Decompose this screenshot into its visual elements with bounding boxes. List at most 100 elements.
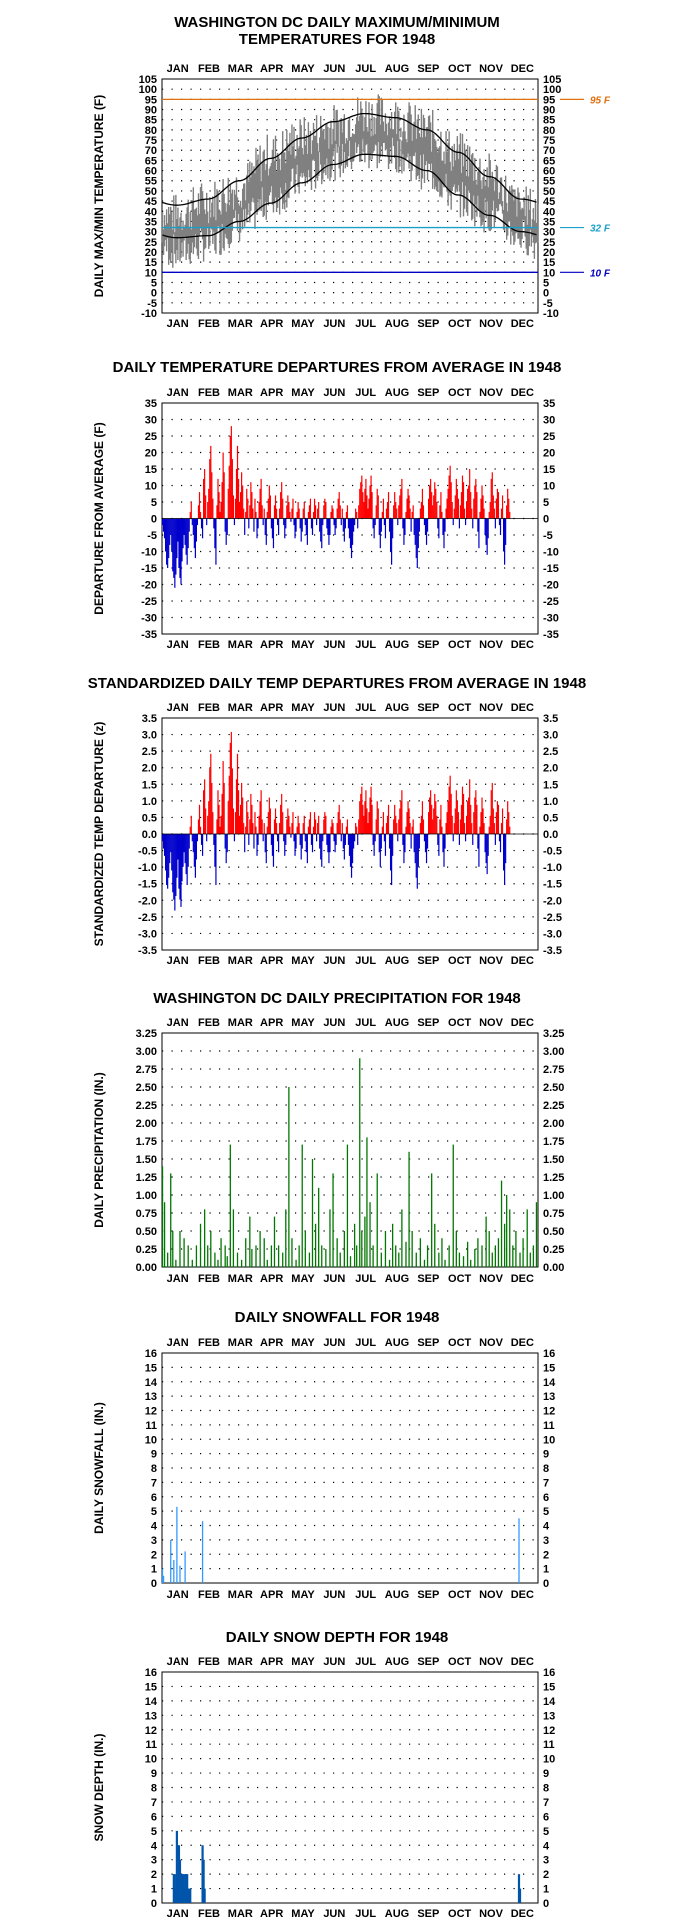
y-tick-label-right: 3.0 <box>543 730 558 742</box>
y-tick-label-left: -20 <box>141 580 157 592</box>
month-label-bottom: OCT <box>448 1908 472 1920</box>
month-label-top: MAY <box>291 702 315 714</box>
y-tick-label-left: 8 <box>151 1463 157 1475</box>
chart-title: WASHINGTON DC DAILY MAXIMUM/MINIMUM <box>174 14 500 31</box>
month-label-top: MAY <box>291 1656 315 1668</box>
chart-title: DAILY SNOW DEPTH FOR 1948 <box>226 1629 449 1646</box>
month-label-bottom: MAY <box>291 639 315 651</box>
y-tick-label-left: 6 <box>151 1811 157 1823</box>
y-tick-label-left: 95 <box>145 94 157 106</box>
y-tick-label-left: 1.5 <box>142 779 157 791</box>
y-tick-label-right: -25 <box>543 596 559 608</box>
y-tick-label-right: 1 <box>543 1884 549 1896</box>
y-tick-label-left: 5 <box>151 497 157 509</box>
y-tick-label-right: 10 <box>543 481 555 493</box>
month-label-bottom: NOV <box>479 1589 504 1601</box>
y-tick-label-right: 85 <box>543 115 555 127</box>
month-label-top: APR <box>260 63 283 75</box>
month-label-bottom: NOV <box>479 1908 504 1920</box>
month-label-top: SEP <box>417 1017 439 1029</box>
month-label-bottom: AUG <box>385 639 409 651</box>
month-label-top: AUG <box>385 1656 409 1668</box>
month-label-bottom: JUL <box>355 318 376 330</box>
month-label-top: OCT <box>448 63 472 75</box>
month-label-top: NOV <box>479 702 504 714</box>
month-label-bottom: JUL <box>355 1589 376 1601</box>
y-tick-label-right: 11 <box>543 1739 555 1751</box>
y-tick-label-right: 20 <box>543 247 555 259</box>
month-label-bottom: OCT <box>448 955 472 967</box>
month-label-bottom: JUN <box>323 1273 345 1285</box>
y-tick-label-left: 70 <box>145 145 157 157</box>
y-tick-label-right: 10 <box>543 1434 555 1446</box>
ref-label-10: 10 F <box>590 268 611 279</box>
month-label-bottom: APR <box>260 318 283 330</box>
month-label-top: MAR <box>228 63 253 75</box>
month-label-top: FEB <box>198 1337 220 1349</box>
y-tick-label-left: 14 <box>145 1696 158 1708</box>
month-label-top: FEB <box>198 1017 220 1029</box>
month-label-top: JAN <box>167 387 189 399</box>
y-tick-label-right: 9 <box>543 1768 549 1780</box>
chart-precip: WASHINGTON DC DAILY PRECIPITATION FOR 19… <box>92 990 564 1285</box>
y-tick-label-right: 2.00 <box>543 1118 564 1130</box>
y-tick-label-left: 30 <box>145 227 157 239</box>
month-label-bottom: APR <box>260 955 283 967</box>
month-label-bottom: DEC <box>511 1908 534 1920</box>
y-tick-label-right: 0.0 <box>543 829 558 841</box>
y-tick-label-right: 1.50 <box>543 1154 564 1166</box>
month-label-top: SEP <box>417 702 439 714</box>
month-label-top: JUL <box>355 63 376 75</box>
month-label-bottom: MAY <box>291 1273 315 1285</box>
month-label-bottom: FEB <box>198 1589 220 1601</box>
month-label-top: JUL <box>355 1337 376 1349</box>
y-tick-label-right: -0.5 <box>543 846 562 858</box>
month-label-bottom: AUG <box>385 955 409 967</box>
y-tick-label-right: 20 <box>543 448 555 460</box>
y-tick-label-left: -0.5 <box>138 846 157 858</box>
month-label-top: JAN <box>167 1337 189 1349</box>
month-label-top: MAY <box>291 1017 315 1029</box>
y-tick-label-left: 0.0 <box>142 829 157 841</box>
y-tick-label-left: 35 <box>145 398 157 410</box>
y-tick-label-left: 12 <box>145 1406 157 1418</box>
month-label-bottom: MAR <box>228 1908 253 1920</box>
y-tick-label-left: -10 <box>141 308 157 320</box>
month-label-bottom: DEC <box>511 955 534 967</box>
y-tick-label-left: -5 <box>147 298 157 310</box>
y-tick-label-right: 100 <box>543 84 561 96</box>
month-label-bottom: FEB <box>198 955 220 967</box>
month-label-bottom: MAR <box>228 318 253 330</box>
y-tick-label-left: 13 <box>145 1710 157 1722</box>
y-tick-label-left: 2.25 <box>136 1100 157 1112</box>
y-tick-label-left: 1.00 <box>136 1190 157 1202</box>
month-label-top: MAY <box>291 1337 315 1349</box>
month-label-bottom: MAY <box>291 955 315 967</box>
y-tick-label-right: 30 <box>543 415 555 427</box>
month-label-bottom: JAN <box>167 1589 189 1601</box>
month-label-top: DEC <box>511 1656 534 1668</box>
y-axis-label: DAILY SNOWFALL (IN.) <box>92 1402 106 1534</box>
y-tick-label-left: -1.5 <box>138 879 157 891</box>
y-tick-label-right: 75 <box>543 135 555 147</box>
month-label-bottom: MAR <box>228 639 253 651</box>
y-tick-label-right: 1.0 <box>543 796 558 808</box>
month-label-bottom: AUG <box>385 318 409 330</box>
y-tick-label-right: 0.75 <box>543 1208 564 1220</box>
y-tick-label-right: 2 <box>543 1549 549 1561</box>
month-label-bottom: SEP <box>417 1908 439 1920</box>
month-label-bottom: NOV <box>479 955 504 967</box>
month-label-bottom: JUL <box>355 639 376 651</box>
y-tick-label-left: -10 <box>141 547 157 559</box>
month-label-top: JUL <box>355 702 376 714</box>
y-tick-label-right: -5 <box>543 298 553 310</box>
month-label-bottom: JUL <box>355 1273 376 1285</box>
ref-label-32: 32 F <box>590 224 611 235</box>
month-label-top: DEC <box>511 387 534 399</box>
month-label-top: APR <box>260 1017 283 1029</box>
y-tick-label-left: 30 <box>145 415 157 427</box>
y-axis-label: DAILY PRECIPITATION (IN.) <box>92 1072 106 1228</box>
month-label-bottom: DEC <box>511 318 534 330</box>
y-tick-label-left: -15 <box>141 563 157 575</box>
y-tick-label-right: 5 <box>543 1506 549 1518</box>
